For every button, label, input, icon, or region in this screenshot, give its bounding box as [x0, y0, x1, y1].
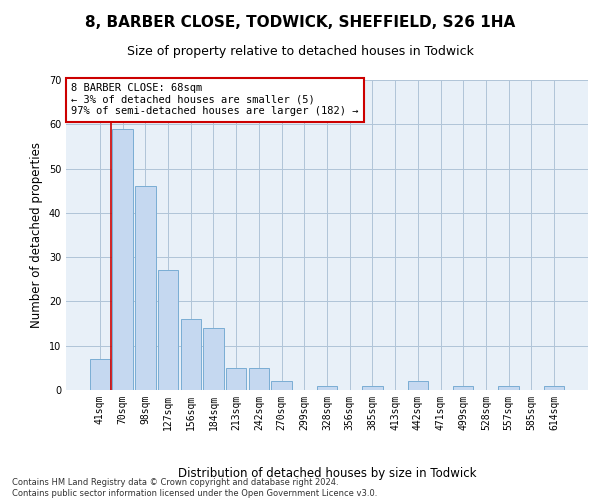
Bar	[362, 386, 383, 390]
Text: Size of property relative to detached houses in Todwick: Size of property relative to detached ho…	[127, 45, 473, 58]
Bar	[407, 381, 428, 390]
Bar	[248, 368, 269, 390]
Text: 8, BARBER CLOSE, TODWICK, SHEFFIELD, S26 1HA: 8, BARBER CLOSE, TODWICK, SHEFFIELD, S26…	[85, 15, 515, 30]
Bar	[453, 386, 473, 390]
Text: 8 BARBER CLOSE: 68sqm
← 3% of detached houses are smaller (5)
97% of semi-detach: 8 BARBER CLOSE: 68sqm ← 3% of detached h…	[71, 83, 359, 116]
Bar	[203, 328, 224, 390]
Bar	[544, 386, 564, 390]
Bar	[181, 319, 201, 390]
Bar	[135, 186, 155, 390]
Bar	[226, 368, 247, 390]
Text: Contains HM Land Registry data © Crown copyright and database right 2024.
Contai: Contains HM Land Registry data © Crown c…	[12, 478, 377, 498]
Y-axis label: Number of detached properties: Number of detached properties	[30, 142, 43, 328]
Text: Distribution of detached houses by size in Todwick: Distribution of detached houses by size …	[178, 468, 476, 480]
Bar	[499, 386, 519, 390]
Bar	[271, 381, 292, 390]
Bar	[112, 128, 133, 390]
Bar	[317, 386, 337, 390]
Bar	[158, 270, 178, 390]
Bar	[90, 359, 110, 390]
